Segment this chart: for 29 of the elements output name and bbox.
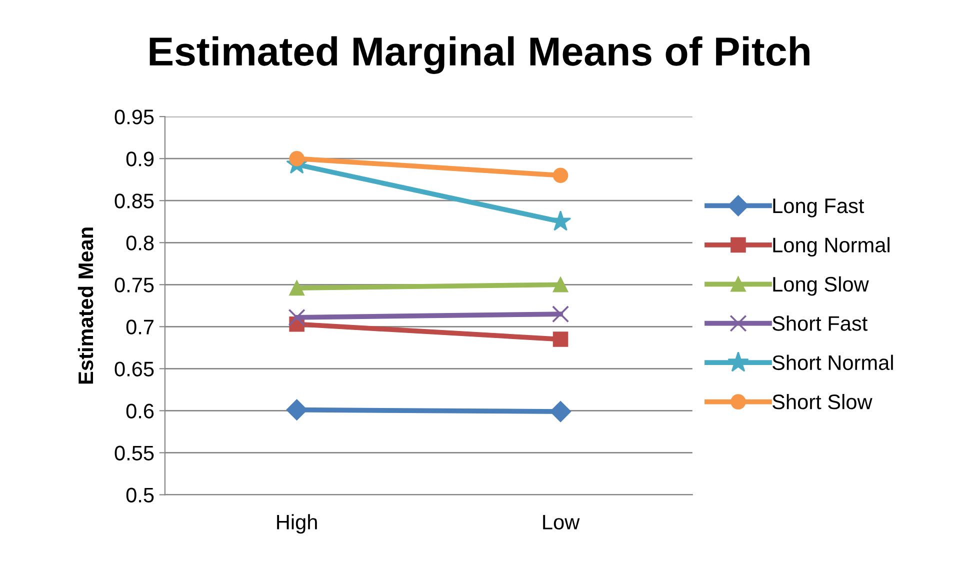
point [552,306,570,323]
y-tick-label: 0.5 [126,488,154,502]
point [288,308,306,326]
y-tick-label: 0.55 [114,446,154,460]
y-tick-label: 0.8 [126,236,154,250]
x-tick-label: Low [543,514,580,530]
y-tick-label: 0.85 [114,194,154,208]
y-axis-title: Estimated Mean [78,228,94,384]
y-tick-label: 0.6 [126,404,154,418]
point [552,277,568,292]
point [552,332,568,347]
x-tick-label: High [277,514,317,534]
legend-label: Long Normal [773,237,890,257]
legend-label: Short Fast [772,316,868,331]
legend-label: Long Fast [773,198,864,218]
chart-title: Estimated Marginal Means of Pitch [150,36,810,74]
y-tick-label: 0.75 [114,278,154,292]
legend-label: Short Slow [772,394,872,410]
point [286,399,308,420]
point [550,401,572,422]
legend-label: Long Slow [773,276,869,296]
point [552,168,568,184]
y-tick-label: 0.95 [114,110,154,124]
point [289,280,304,296]
y-tick-label: 0.9 [126,152,154,166]
y-tick-label: 0.7 [126,320,154,334]
legend-label: Short Normal [772,354,893,370]
y-tick-label: 0.65 [114,362,154,376]
point [289,150,304,166]
